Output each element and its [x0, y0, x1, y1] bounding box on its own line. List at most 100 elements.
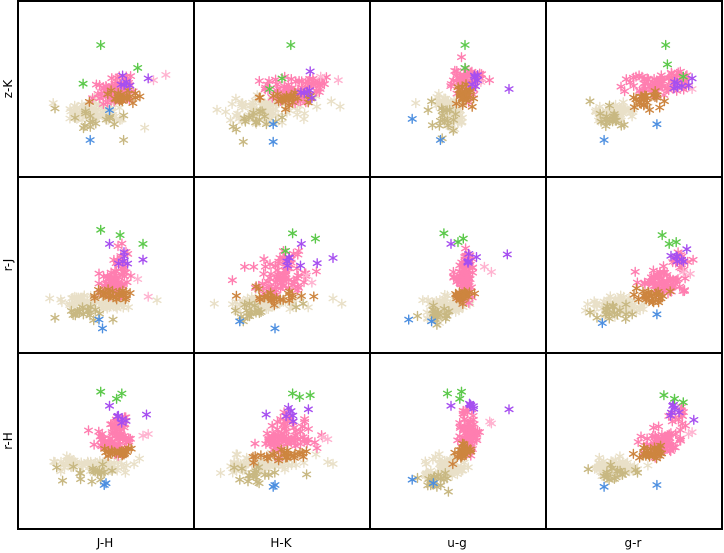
beige-star: [112, 303, 122, 314]
pink-star: [620, 86, 630, 97]
row-label-2: r-J: [1, 259, 15, 272]
khaki-star: [244, 470, 254, 481]
khaki-star: [595, 108, 605, 119]
purple-star: [125, 80, 135, 91]
khaki-star: [98, 459, 108, 470]
beige-star: [335, 101, 345, 112]
khaki-star: [619, 119, 629, 130]
orange-star: [665, 286, 675, 297]
green-star: [455, 393, 465, 404]
purple-star: [671, 251, 681, 262]
beige-star: [261, 460, 271, 471]
pink-star: [259, 254, 269, 265]
orange-star: [260, 292, 270, 303]
orange-star: [652, 90, 662, 101]
orange-star: [629, 92, 639, 103]
blue-star: [105, 105, 114, 116]
pink-star: [240, 261, 250, 272]
beige-star: [421, 458, 431, 469]
light_pink-star: [161, 69, 171, 80]
blue-star: [427, 316, 437, 327]
blue-star: [268, 136, 278, 147]
pink-star: [449, 272, 459, 283]
panel-marks: [404, 228, 512, 330]
purple-star: [446, 238, 456, 249]
panel-frame: [193, 0, 371, 178]
orange-star: [658, 291, 668, 302]
blue-star: [101, 478, 111, 489]
orange-star: [635, 452, 645, 463]
orange-star: [248, 451, 258, 462]
blue-star: [235, 316, 245, 327]
green-star: [281, 245, 290, 256]
panel-marks: [48, 39, 171, 146]
khaki-star: [609, 308, 619, 319]
green-star: [678, 397, 688, 408]
orange-star: [448, 459, 458, 470]
khaki-star: [596, 116, 606, 127]
pink-star: [104, 274, 114, 285]
green-star: [286, 39, 296, 51]
pink-star: [113, 241, 123, 252]
panel-z-K-vs-g-r: [545, 0, 723, 178]
pink-star: [116, 279, 126, 290]
panel-z-K-vs-u-g: [369, 0, 547, 178]
purple-star: [121, 76, 131, 87]
beige-star: [287, 459, 297, 471]
green-star: [96, 386, 106, 397]
purple-star: [305, 66, 315, 77]
pink-star: [649, 422, 659, 433]
khaki-star: [249, 107, 258, 118]
khaki-star: [250, 300, 260, 311]
beige-star: [152, 295, 162, 306]
blue-star: [652, 309, 662, 320]
panel-marks: [583, 390, 699, 492]
khaki-star: [73, 307, 83, 318]
green-star: [265, 83, 275, 95]
khaki-star: [101, 114, 111, 125]
light_pink-star: [687, 83, 697, 95]
purple-star: [143, 73, 153, 84]
beige-star: [435, 95, 445, 106]
pink-star: [314, 87, 324, 98]
pink-star: [688, 254, 698, 265]
panel-marks: [581, 230, 698, 329]
pink-star: [460, 423, 470, 434]
khaki-star: [91, 118, 101, 129]
pink-star: [274, 256, 284, 267]
pink-star: [664, 441, 674, 452]
green-star: [453, 237, 463, 248]
light_pink-star: [685, 268, 695, 279]
beige-star: [79, 290, 89, 301]
khaki-star: [108, 314, 118, 325]
beige-star: [583, 299, 593, 310]
light_pink-star: [133, 274, 143, 285]
pink-star: [677, 418, 687, 429]
khaki-star: [633, 467, 642, 478]
orange-star: [275, 294, 285, 305]
khaki-star: [50, 312, 60, 323]
pink-star: [111, 425, 120, 436]
beige-star: [60, 462, 69, 473]
khaki-star: [231, 124, 241, 135]
green-star: [457, 386, 466, 397]
khaki-star: [442, 310, 452, 321]
orange-star: [628, 448, 638, 459]
green-star: [115, 230, 125, 241]
purple-star: [666, 410, 675, 421]
beige-star: [613, 294, 623, 305]
green-star: [460, 39, 470, 51]
pink-star: [265, 259, 275, 270]
purple-star: [312, 258, 322, 269]
orange-star: [645, 104, 655, 115]
pink-star: [108, 277, 118, 288]
pink-star: [311, 266, 321, 277]
khaki-star: [437, 110, 447, 121]
panel-r-J-vs-u-g: [369, 176, 547, 354]
pink-star: [295, 438, 305, 450]
panel-r-J-vs-g-r: [545, 176, 723, 354]
purple-star: [282, 256, 292, 267]
pink-star: [254, 75, 264, 87]
purple-star: [668, 400, 678, 411]
green-star: [112, 393, 122, 404]
